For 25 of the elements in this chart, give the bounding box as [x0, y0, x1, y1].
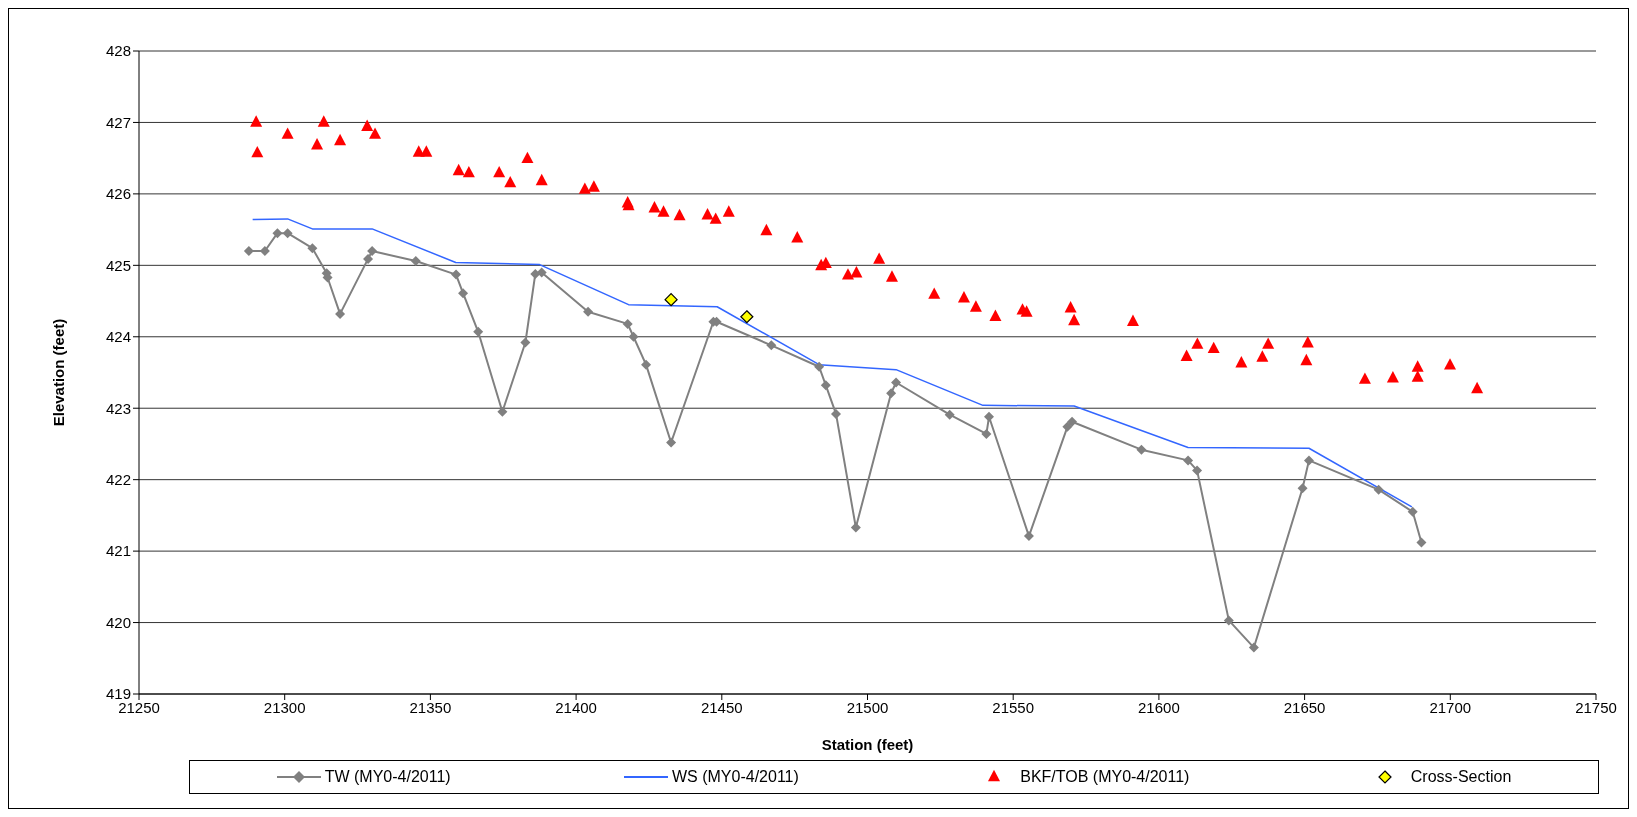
y-tick-label: 420 — [105, 613, 131, 631]
x-tick-label: 21400 — [555, 698, 597, 716]
legend-label: TW (MY0-4/2011) — [324, 768, 451, 786]
x-tick-label: 21450 — [700, 698, 743, 716]
y-tick-label: 426 — [105, 185, 131, 203]
x-tick-label: 21550 — [992, 698, 1035, 716]
y-tick-label: 427 — [105, 113, 131, 131]
x-tick-label: 21700 — [1429, 698, 1472, 716]
legend-label: WS (MY0-4/2011) — [671, 768, 799, 786]
x-tick-label: 21750 — [1575, 698, 1617, 716]
x-tick-label: 21500 — [846, 698, 889, 716]
x-tick-label: 21300 — [263, 698, 306, 716]
y-tick-label: 424 — [105, 328, 131, 346]
x-tick-label: 21600 — [1138, 698, 1180, 716]
x-tick-label: 21650 — [1283, 698, 1326, 716]
y-tick-label: 423 — [105, 399, 131, 417]
legend-label: Cross-Section — [1410, 768, 1512, 786]
y-tick-label: 425 — [105, 256, 131, 274]
y-tick-label: 428 — [105, 42, 131, 60]
x-axis-title: Station (feet) — [821, 736, 914, 753]
y-tick-label: 422 — [105, 470, 131, 488]
y-axis-title: Elevation (feet) — [50, 318, 68, 427]
x-tick-label: 21350 — [409, 698, 452, 716]
y-tick-label: 421 — [105, 542, 131, 560]
legend-label: BKF/TOB (MY0-4/2011) — [1020, 768, 1190, 786]
